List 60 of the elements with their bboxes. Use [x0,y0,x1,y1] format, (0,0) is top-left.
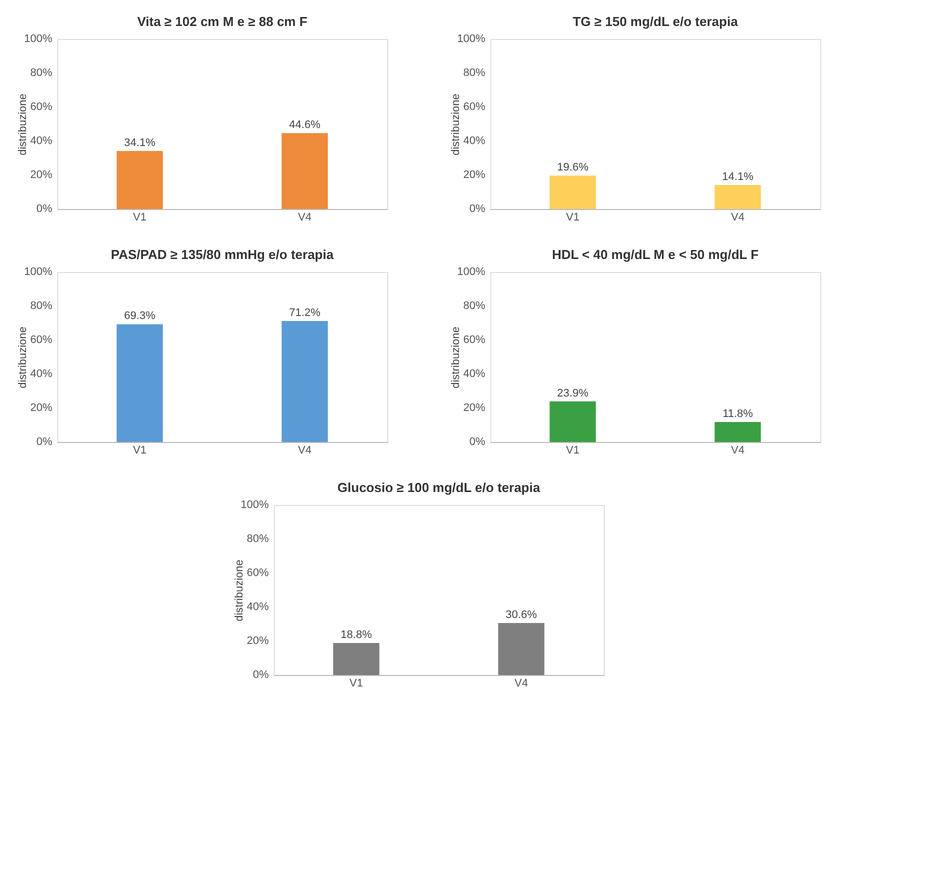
y-axis-title: distribuzione [450,326,462,388]
y-tick-label: 100% [457,266,486,278]
x-tick-label: V4 [298,444,312,456]
y-tick-label: 60% [30,334,52,346]
y-tick-label: 0% [469,436,486,448]
y-tick-label: 80% [463,67,486,79]
y-tick-label: 40% [463,135,486,147]
y-tick-label: 40% [246,601,269,613]
y-tick-label: 0% [252,669,269,681]
y-tick-label: 60% [463,101,486,113]
data-label: 23.9% [557,387,589,400]
chart-title: Glucosio ≥ 100 mg/dL e/o terapia [337,480,541,495]
y-tick-label: 20% [30,169,52,181]
y-tick-label: 20% [463,402,486,414]
x-tick-label: V1 [350,678,363,690]
y-tick-label: 40% [30,135,52,147]
y-tick-label: 60% [30,101,52,113]
data-label: 69.3% [124,310,156,322]
x-tick-label: V1 [133,444,146,456]
data-label: 14.1% [722,171,754,184]
x-tick-label: V4 [731,444,744,456]
data-label: 34.1% [124,137,156,150]
y-tick-label: 0% [36,436,52,448]
y-tick-label: 100% [240,499,269,511]
y-tick-label: 0% [36,203,52,215]
data-label: 30.6% [506,608,538,621]
y-tick-label: 100% [457,33,486,45]
x-tick-label: V4 [514,678,528,690]
y-tick-label: 0% [469,203,486,215]
y-tick-label: 60% [463,334,486,346]
y-tick-label: 80% [30,67,52,79]
data-label: 44.6% [289,119,321,132]
x-tick-label: V4 [298,212,312,224]
x-tick-label: V1 [566,212,580,224]
chart-title: Vita ≥ 102 cm M e ≥ 88 cm F [137,14,308,29]
y-tick-label: 100% [24,266,52,278]
y-tick-label: 40% [463,368,486,380]
x-tick-label: V1 [133,212,146,224]
y-tick-label: 40% [30,368,52,380]
y-axis-title: distribuzione [16,326,29,388]
x-tick-label: V1 [566,444,580,456]
chart-title: TG ≥ 150 mg/dL e/o terapia [572,14,739,29]
y-axis-title: distribuzione [450,94,462,156]
chart-title: HDL < 40 mg/dL M e < 50 mg/dL F [552,247,759,262]
data-label: 11.8% [722,408,754,420]
y-tick-label: 20% [30,402,52,414]
y-tick-label: 100% [24,33,52,45]
y-tick-label: 20% [246,635,269,647]
chart-title: PAS/PAD ≥ 135/80 mmHg e/o terapia [110,247,334,262]
data-label: 71.2% [289,306,321,319]
y-tick-label: 80% [246,533,269,545]
y-tick-label: 20% [463,169,486,181]
data-label: 19.6% [557,162,589,174]
y-axis-title: distribuzione [233,560,246,622]
data-label: 18.8% [340,629,372,642]
y-axis-title: distribuzione [16,94,29,156]
y-tick-label: 80% [463,300,486,312]
x-tick-label: V4 [731,212,744,224]
y-tick-label: 80% [30,300,52,312]
y-tick-label: 60% [246,567,269,579]
